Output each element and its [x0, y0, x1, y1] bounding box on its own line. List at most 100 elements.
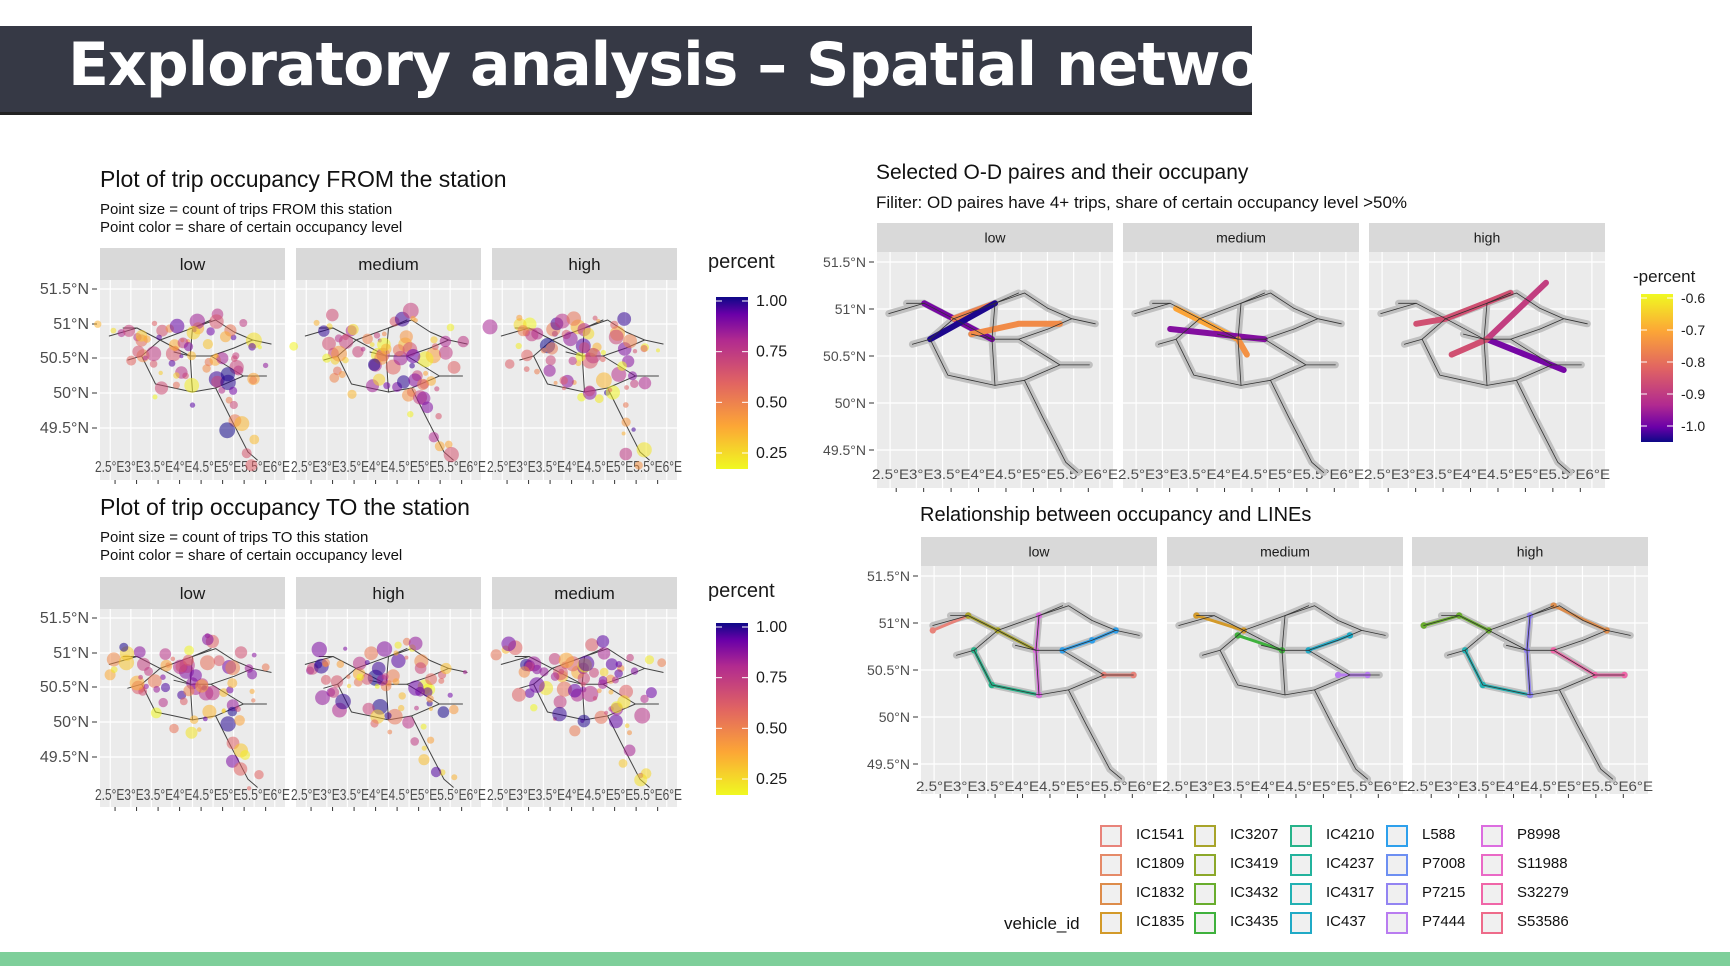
station-point: [1060, 688, 1066, 694]
station-point: [1545, 605, 1551, 611]
station-point: [617, 664, 625, 673]
station-point: [1580, 677, 1586, 683]
station-point: [563, 331, 578, 347]
station-point: [1292, 647, 1298, 653]
station-point: [1083, 614, 1089, 620]
station-point: [346, 674, 351, 679]
station-point: [1065, 645, 1072, 651]
station-point: [416, 391, 431, 406]
network-line: [932, 615, 1134, 676]
station-point: [1035, 624, 1041, 630]
station-point: [1509, 688, 1515, 694]
colorbar-label: -0.7: [1681, 322, 1705, 338]
station-point: [577, 658, 592, 673]
station-point: [402, 302, 419, 319]
facet-label: high: [372, 584, 404, 603]
network-line: [1035, 649, 1122, 780]
station-point: [1475, 333, 1481, 339]
station-point: [1093, 739, 1099, 746]
station-point: [507, 640, 523, 655]
station-point: [610, 702, 623, 716]
station-point: [183, 342, 194, 352]
station-point: [1539, 609, 1545, 615]
station-point: [1080, 318, 1087, 324]
station-point: [1089, 617, 1095, 624]
station-point: [986, 381, 992, 387]
station-point: [959, 651, 965, 657]
station-point: [1490, 381, 1496, 387]
station-point: [229, 360, 244, 375]
facet-label: low: [1028, 544, 1050, 560]
colorbar-label: 0.25: [756, 445, 787, 462]
station-point: [1231, 303, 1237, 309]
station-point: [1173, 336, 1179, 342]
station-point: [610, 325, 625, 341]
station-point: [526, 656, 542, 672]
network-line: [210, 667, 272, 685]
y-tick-label: 51°N: [53, 645, 89, 662]
station-point: [1051, 364, 1057, 370]
network-line: [1158, 338, 1177, 345]
station-point: [1315, 464, 1321, 471]
colorbar-label: 0.75: [756, 670, 787, 687]
vehicle-stop: [988, 681, 995, 689]
station-point: [1300, 689, 1306, 695]
legend-key: [1194, 854, 1216, 876]
station-point: [226, 686, 234, 694]
station-point: [1060, 647, 1066, 653]
x-tick-labels: 2.5°E3°E3.5°E4°E4.5°E5°E5.5°E6°E: [95, 459, 290, 476]
vehicle-legend-title: vehicle_id: [1004, 914, 1080, 933]
station-point: [104, 669, 116, 681]
station-point: [1329, 661, 1335, 668]
legend-key: [1100, 883, 1122, 905]
station-point: [1070, 696, 1076, 702]
legend-label: IC437: [1326, 913, 1367, 930]
station-point: [1049, 432, 1055, 438]
station-point: [200, 655, 215, 671]
station-point: [903, 300, 910, 306]
station-point: [990, 359, 997, 365]
station-point: [159, 648, 172, 660]
station-point: [615, 661, 623, 668]
station-point: [1454, 376, 1461, 382]
station-point: [381, 331, 387, 337]
network-line: [1418, 315, 1450, 343]
station-point: [1586, 635, 1592, 641]
station-point: [1506, 620, 1512, 626]
station-point: [1203, 319, 1209, 325]
network-line: [1172, 335, 1245, 389]
station-point: [1320, 704, 1326, 710]
station-point: [1276, 395, 1282, 401]
station-point: [1438, 613, 1445, 619]
vehicle-stop: [1523, 647, 1531, 654]
station-point: [996, 336, 1002, 342]
network-line: [1032, 612, 1043, 654]
station-point: [1401, 300, 1407, 306]
station-point: [1275, 615, 1281, 621]
station-point: [151, 320, 158, 327]
station-point: [413, 318, 418, 323]
facet-panel: [1167, 566, 1403, 794]
station-point: [927, 336, 933, 342]
vehicle-stop: [1035, 691, 1043, 699]
station-point: [1014, 637, 1020, 643]
station-point: [156, 334, 162, 341]
station-point: [1562, 606, 1568, 613]
station-point: [1021, 377, 1028, 383]
vehicle-line: [1236, 633, 1284, 652]
vehicle-line: [966, 614, 1038, 652]
station-point: [1290, 422, 1296, 428]
network-line: [885, 299, 1093, 369]
network-line: [1261, 315, 1345, 343]
station-point: [1321, 362, 1327, 368]
station-point: [1443, 373, 1449, 379]
vehicle-stop: [1035, 612, 1043, 619]
station-point: [1450, 651, 1456, 657]
station-point: [1193, 613, 1200, 619]
station-point: [1545, 689, 1551, 695]
station-point: [135, 330, 148, 342]
station-point: [1235, 682, 1241, 688]
y-tick-label: 49.5°N: [823, 442, 866, 458]
network-line: [1461, 626, 1493, 654]
legend-label: IC3432: [1230, 884, 1279, 901]
